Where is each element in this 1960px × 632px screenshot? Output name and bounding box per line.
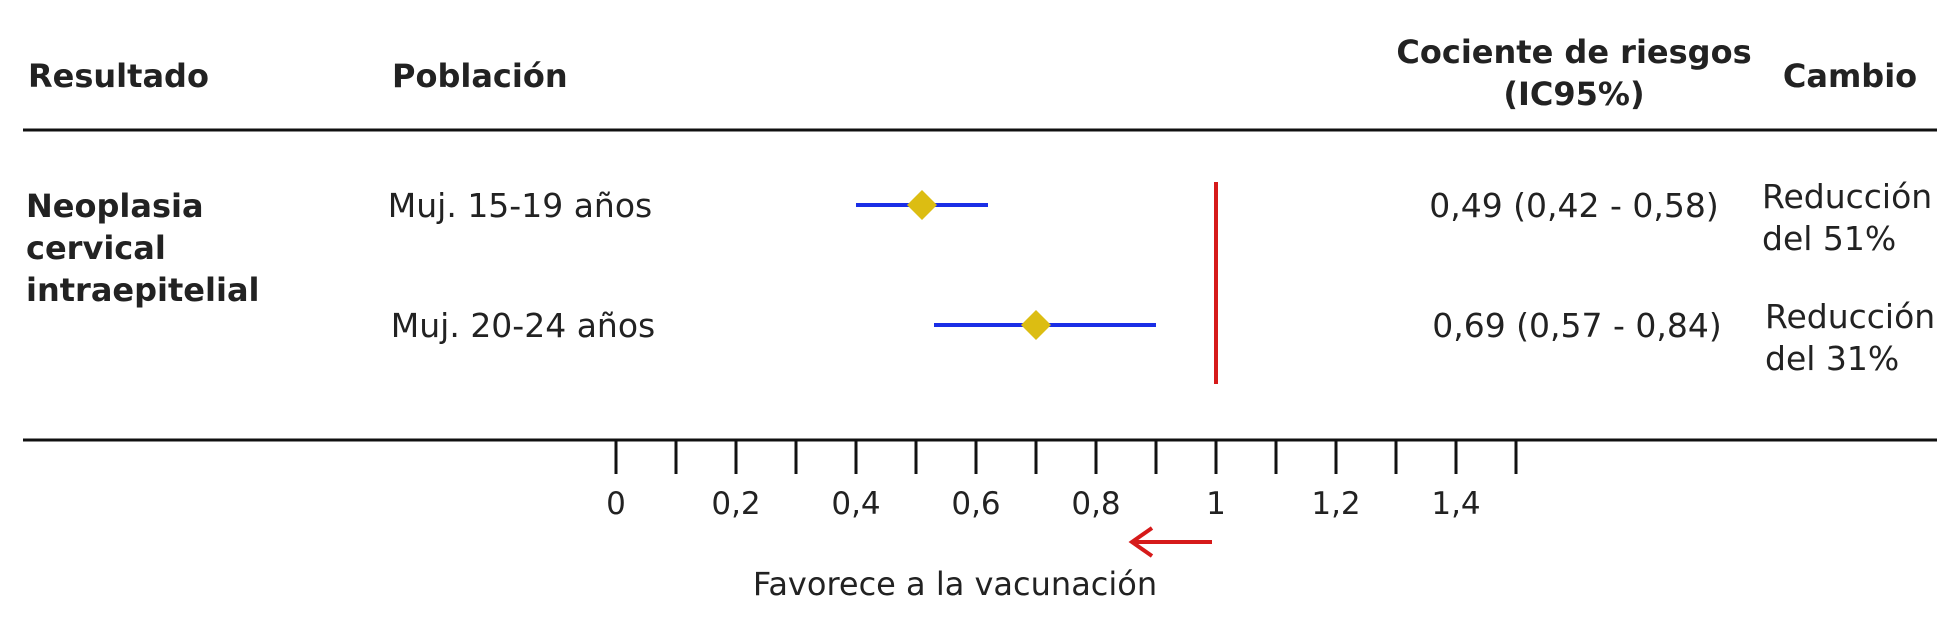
axis-tick-label-6: 1,2 (1311, 486, 1360, 522)
row-2-population: Muj. 20-24 años (391, 306, 655, 345)
axis-tick-labels: 0 0,2 0,4 0,6 0,8 1 1,2 1,4 (606, 486, 1481, 522)
axis-tick-label-0: 0 (606, 486, 626, 522)
row-1-population: Muj. 15-19 años (388, 186, 652, 225)
header-ratio-line2: (IC95%) (1503, 75, 1644, 113)
row-2-change-line2: del 31% (1765, 339, 1899, 378)
axis-tick-label-2: 0,4 (831, 486, 880, 522)
outcome-line-2: cervical (26, 229, 166, 267)
row-1-ratio: 0,49 (0,42 - 0,58) (1429, 186, 1719, 225)
axis-tick-label-1: 0,2 (711, 486, 760, 522)
row-1-change-line1: Reducción (1762, 177, 1932, 216)
axis-ticks (614, 440, 1518, 474)
axis-tick-label-3: 0,6 (951, 486, 1000, 522)
row-2-change-line1: Reducción (1765, 297, 1935, 336)
axis-tick-label-7: 1,4 (1431, 486, 1480, 522)
header-population: Población (392, 57, 568, 95)
row-2-ratio: 0,69 (0,57 - 0,84) (1432, 306, 1722, 345)
row-1-change-line2: del 51% (1762, 219, 1896, 258)
axis-tick-label-5: 1 (1206, 486, 1226, 522)
arrow-head (1128, 526, 1154, 558)
favors-arrow (1128, 526, 1212, 558)
header-ratio-line1: Cociente de riesgos (1396, 33, 1751, 71)
header-change: Cambio (1783, 57, 1917, 95)
outcome-line-3: intraepitelial (26, 271, 260, 309)
outcome-line-1: Neoplasia (26, 187, 204, 225)
header-outcome: Resultado (28, 57, 209, 95)
row-2-point-estimate (1021, 310, 1051, 340)
row-1-point-estimate (907, 190, 937, 220)
favors-vaccination-label: Favorece a la vacunación (753, 565, 1157, 603)
axis-tick-label-4: 0,8 (1071, 486, 1120, 522)
plot-marks (856, 182, 1218, 384)
